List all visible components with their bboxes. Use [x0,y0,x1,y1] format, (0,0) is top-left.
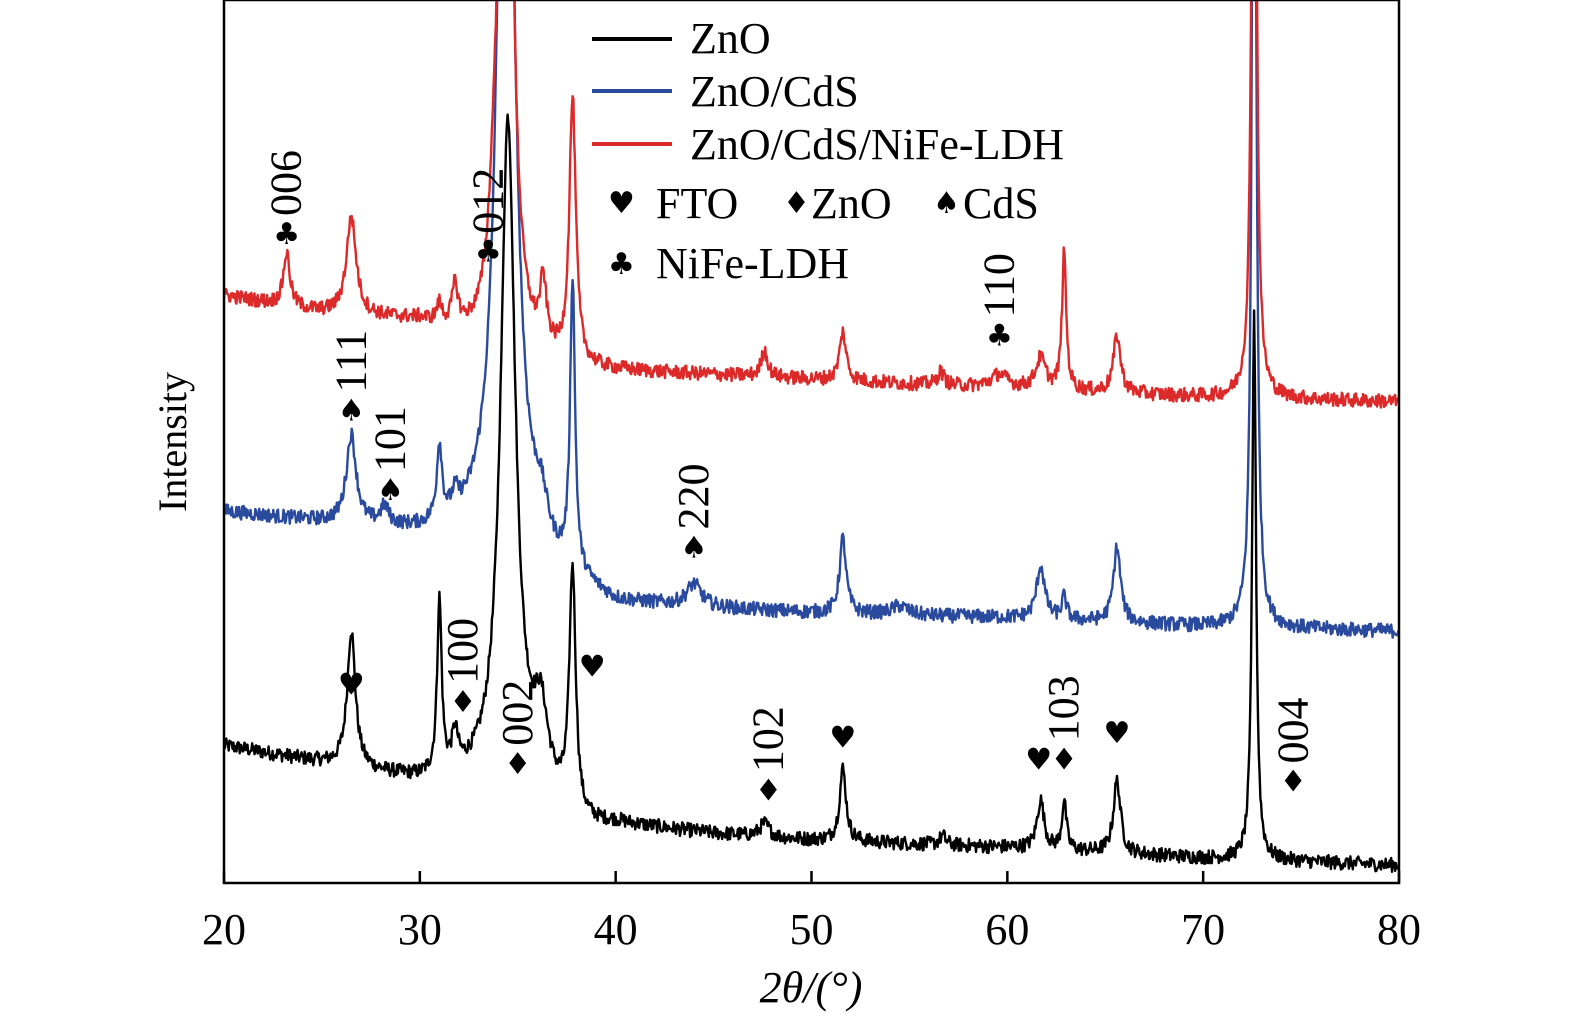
peak-symbol: ♥ [1104,716,1131,751]
peak-annotation-101: ♠101 [366,406,415,508]
peak-annotation-111: ♠111 [326,330,375,429]
legend-nife-ldh-label: NiFe-LDH [656,239,849,288]
peak-symbol: ♦ [1280,764,1307,799]
peak-symbol: ♣ [273,217,300,252]
peak-symbol: ♠ [338,394,365,429]
peak-symbol: ♠ [681,530,708,565]
series-line-zno [224,113,1399,873]
peak-annotation-004: ♦004 [1268,698,1317,800]
peak-hkl-label: 102 [743,706,792,772]
peak-annotation-006: ♣006 [262,150,311,252]
peak-hkl-label: 111 [326,330,375,393]
peak-symbol: ♦ [449,685,476,720]
x-tick-label: 70 [1181,905,1225,954]
legend-cds-symbol: ♠ [933,186,960,221]
legend: ZnO ZnO/CdS ZnO/CdS/NiFe-LDH ♥ FTO ♦ ZnO… [592,14,1064,288]
peak-annotations: ♣006♣012♣110♠111♠101♠220♥♦100♦002♥♦102 ♥♥… [262,150,1318,808]
legend-fto-label: FTO [656,179,738,228]
peak-symbol: ♦ [1051,742,1078,777]
peak-symbol: ♥ [1025,742,1052,777]
peak-annotation: ♥ [829,720,856,755]
x-tick-label: 40 [594,905,638,954]
peak-hkl-label: 100 [438,618,487,684]
peak-hkl-label: 103 [1039,675,1088,741]
peak-annotation-220: ♠220 [669,464,718,566]
peak-symbol: ♥ [829,720,856,755]
legend-zno-label: ZnO [811,179,892,228]
x-tick-label: 30 [398,905,442,954]
x-tick-label: 80 [1377,905,1421,954]
peak-hkl-label: 220 [669,464,718,530]
peak-hkl-label: 110 [975,253,1024,317]
x-tick-label: 50 [790,905,834,954]
y-axis-title: Intensity [150,372,195,512]
legend-fto-symbol: ♥ [608,186,635,221]
legend-nife-ldh-symbol: ♣ [608,247,635,282]
peak-symbol: ♦ [755,773,782,808]
peak-hkl-label: 006 [262,150,311,216]
series-layer [224,0,1399,873]
peak-annotation-012: ♣012 [463,168,512,270]
peak-annotation: ♥ [1104,716,1131,751]
peak-symbol: ♥ [579,650,606,685]
peak-annotation-100: ♦100 [438,618,487,720]
peak-annotation: ♥ [579,650,606,685]
legend-label-zno-cds: ZnO/CdS [690,67,859,116]
peak-hkl-label: 002 [493,680,542,746]
series-line-zno-cds-nife-ldh [224,0,1399,409]
peak-hkl-label: 101 [366,406,415,472]
legend-label-zno: ZnO [690,14,771,63]
x-axis-ticks: 20 30 40 50 60 70 80 [202,871,1421,954]
peak-symbol: ♣ [475,235,502,270]
x-tick-label: 20 [202,905,246,954]
series-line-zno-cds [224,0,1399,639]
x-axis-title: 2θ/(°) [760,963,863,1012]
peak-annotation-102: ♦102 [743,706,792,808]
peak-symbol: ♥ [338,667,365,702]
peak-symbol: ♦ [504,747,531,782]
legend-cds-label: CdS [963,179,1039,228]
peak-annotation: ♥ [1025,742,1052,777]
peak-annotation: ♥ [338,667,365,702]
peak-annotation-002: ♦002 [493,680,542,782]
peak-annotation-103: ♦103 [1039,675,1088,777]
x-tick-label: 60 [985,905,1029,954]
legend-label-zno-cds-nife-ldh: ZnO/CdS/NiFe-LDH [690,120,1064,169]
peak-annotation-110: ♣110 [975,253,1024,353]
peak-hkl-label: 012 [463,168,512,234]
peak-symbol: ♣ [986,319,1013,354]
peak-hkl-label: 004 [1268,698,1317,764]
peak-symbol: ♠ [377,473,404,508]
legend-zno-symbol: ♦ [783,186,810,221]
